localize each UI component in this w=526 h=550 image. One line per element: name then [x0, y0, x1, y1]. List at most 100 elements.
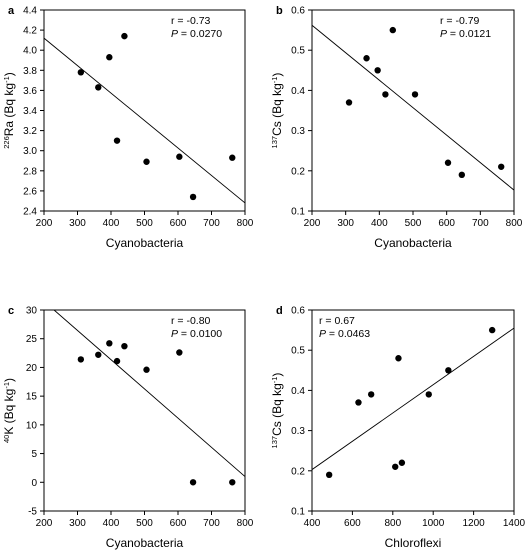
y-axis-exponent: -1: [2, 382, 11, 389]
y-axis-unit: K (Bq kg: [2, 389, 16, 435]
stat-p-value: = 0.0121: [447, 28, 491, 40]
data-point: [498, 163, 505, 170]
data-point: [95, 351, 102, 358]
y-tick-label: 25: [26, 334, 38, 345]
y-tick-label: 0.1: [291, 507, 305, 518]
stat-p: P = 0.0463: [319, 328, 370, 340]
data-point: [395, 355, 402, 362]
y-tick-label: 0.3: [291, 126, 305, 137]
x-tick-label: 300: [69, 518, 86, 529]
data-point: [392, 463, 399, 470]
data-point: [389, 26, 396, 34]
data-point: [106, 340, 113, 347]
y-axis-unit: Cs (Bq kg: [270, 383, 284, 436]
panel-b: 200 300 400 500 600 700 800 0.1 0.2 0.3 0.4 0.5 0.6 C…: [270, 5, 523, 250]
y-tick-label: 0.4: [291, 386, 305, 397]
data-point: [444, 159, 452, 166]
x-tick-label: 800: [384, 518, 401, 529]
data-point: [345, 99, 353, 106]
data-point: [229, 154, 236, 161]
data-point: [445, 367, 452, 374]
data-point: [143, 158, 150, 165]
y-axis-title: 137Cs (Bq kg-1): [270, 73, 285, 149]
x-tick-label: 400: [103, 218, 120, 229]
x-tick-label: 400: [371, 218, 388, 229]
y-tick-label: 3.8: [23, 66, 37, 77]
y-tick-label: 3.4: [23, 106, 37, 117]
panel-letter: b: [276, 5, 283, 17]
y-axis-unit: Ra (Bq kg: [2, 83, 16, 136]
x-axis-title: Chloroflexi: [385, 536, 442, 550]
y-tick-label: 2.6: [23, 186, 37, 197]
y-axis-isotope: 137: [270, 436, 279, 449]
stat-p: P = 0.0100: [171, 328, 222, 340]
y-tick-label: 20: [26, 363, 38, 374]
y-tick-label: 30: [26, 306, 38, 317]
y-tick-label: 15: [26, 392, 38, 403]
x-axis-title: Cyanobacteria: [106, 536, 184, 550]
data-point: [189, 479, 197, 486]
y-tick-label: 2.8: [23, 166, 37, 177]
y-tick-label: 0.6: [291, 6, 305, 17]
x-tick-label: 600: [438, 218, 455, 229]
data-point: [189, 193, 197, 201]
y-axis-close: ): [270, 373, 284, 377]
y-axis-title: 137Cs (Bq kg-1): [270, 373, 285, 449]
data-point: [367, 391, 375, 398]
x-tick-label: 1400: [503, 518, 526, 529]
plot-frame: [43, 9, 246, 212]
y-tick-label: 4.2: [23, 26, 37, 37]
stat-p-value: = 0.0270: [178, 28, 222, 40]
panel-c: 200 300 400 500 600 700 800 -5 0 5 10 15 20 25 30 Cyano…: [2, 305, 254, 550]
y-tick-label: 0.1: [291, 207, 305, 218]
y-tick-label: 0.2: [291, 166, 305, 177]
y-tick-label: 3.6: [23, 86, 37, 97]
data-point: [398, 459, 406, 466]
x-tick-label: 1200: [462, 518, 485, 529]
data-point: [229, 479, 236, 486]
data-point: [488, 326, 496, 334]
y-tick-label: 0.6: [291, 306, 305, 317]
x-tick-label: 800: [237, 218, 254, 229]
y-tick-label: 3.0: [23, 146, 37, 157]
y-axis-isotope: 40: [2, 435, 11, 443]
x-tick-label: 200: [36, 518, 53, 529]
x-tick-label: 400: [304, 518, 321, 529]
panel-letter: d: [276, 305, 283, 317]
y-axis-title: 226Ra (Bq kg-1): [2, 72, 17, 149]
y-tick-label: 4.0: [23, 46, 37, 57]
data-point: [95, 84, 102, 91]
y-axis-title: 40K (Bq kg-1): [2, 378, 17, 443]
x-tick-label: 200: [36, 218, 53, 229]
stat-p-label: P: [440, 28, 447, 40]
y-tick-label: 2.4: [23, 207, 37, 218]
plot-frame: [311, 9, 515, 212]
x-tick-label: 700: [203, 518, 220, 529]
data-point: [176, 349, 183, 356]
y-axis-isotope: 226: [2, 136, 11, 149]
data-point: [176, 153, 183, 160]
stat-p: P = 0.0270: [171, 28, 222, 40]
y-tick-label: 0.3: [291, 426, 305, 437]
y-tick-label: 3.2: [23, 126, 37, 137]
stat-r: r = -0.79: [440, 15, 480, 27]
stat-p-value: = 0.0463: [326, 328, 370, 340]
data-point: [77, 69, 85, 76]
stat-p-label: P: [319, 328, 326, 340]
stat-p-label: P: [171, 28, 178, 40]
stat-r: r = 0.67: [319, 315, 355, 327]
x-tick-label: 400: [103, 518, 120, 529]
data-point: [106, 54, 113, 61]
data-point: [121, 342, 128, 350]
data-point: [325, 471, 333, 479]
x-tick-label: 500: [136, 218, 153, 229]
x-tick-label: 700: [472, 218, 489, 229]
y-axis-close: ): [2, 378, 16, 382]
x-tick-label: 1000: [422, 518, 445, 529]
x-tick-label: 800: [237, 518, 254, 529]
panel-d: 400 600 800 1000 1200 1400 0.1 0.2 0.3 0.4 0.5 0.6 C…: [270, 305, 526, 550]
stat-r: r = -0.73: [171, 15, 211, 27]
x-axis-title: Cyanobacteria: [374, 236, 452, 250]
regression-line: [53, 310, 245, 477]
